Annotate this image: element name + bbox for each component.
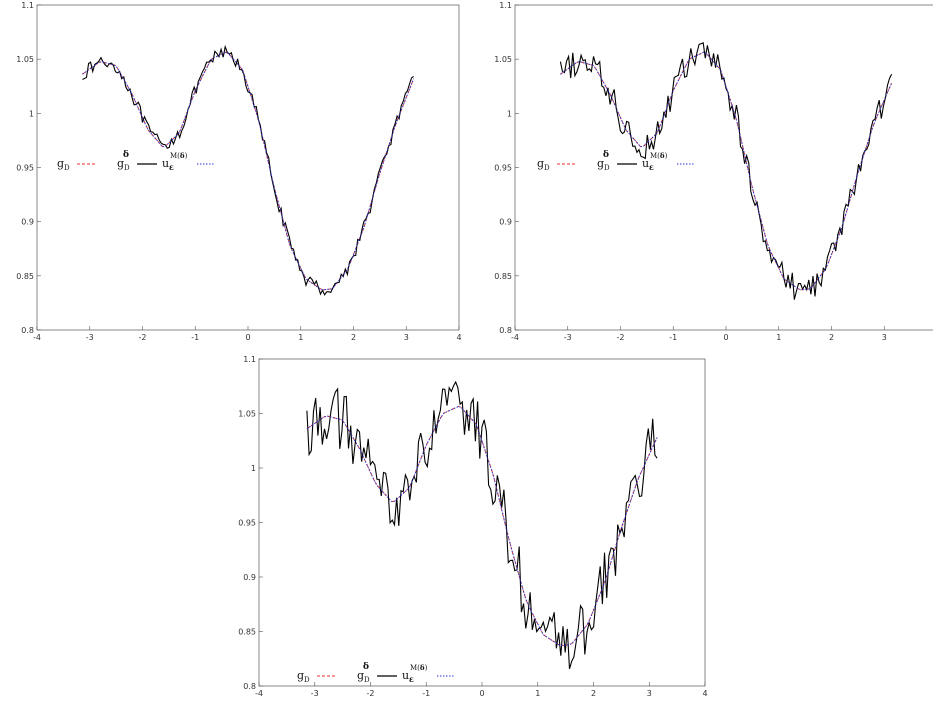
legend-u-sup: M(δ) xyxy=(410,663,428,672)
legend-gd-sup: δ xyxy=(363,662,369,672)
x-tick-label: -1 xyxy=(191,333,199,342)
legend-gd-sup: δ xyxy=(123,150,129,160)
chart-panel-top-right: -4-3-2-1012340.80.850.90.9511.051.1gDgDδ… xyxy=(494,1,933,342)
legend-gd-base: g xyxy=(597,157,604,170)
y-tick-label: 0.9 xyxy=(21,218,34,227)
legend-g-base: g xyxy=(57,157,64,170)
x-tick-label: 4 xyxy=(702,689,707,698)
x-tick-label: -3 xyxy=(564,333,572,342)
series-line-g_D_delta xyxy=(559,41,893,300)
x-tick-label: -1 xyxy=(422,689,430,698)
x-tick-label: -2 xyxy=(617,333,625,342)
series-line-g_D xyxy=(82,51,415,291)
y-tick-label: 0.8 xyxy=(499,326,512,335)
y-tick-label: 1 xyxy=(507,109,512,118)
y-tick-label: 0.9 xyxy=(243,573,256,582)
y-tick-label: 0.9 xyxy=(499,218,512,227)
series-line-u_eps xyxy=(560,51,893,291)
y-tick-label: 0.85 xyxy=(238,628,256,637)
y-tick-label: 0.95 xyxy=(238,519,256,528)
x-tick-label: 1 xyxy=(776,333,781,342)
y-tick-label: 0.95 xyxy=(494,164,512,173)
x-tick-label: 4 xyxy=(456,333,461,342)
plot-frame xyxy=(258,358,706,687)
y-tick-label: 0.85 xyxy=(494,272,512,281)
legend-u-sup: M(δ) xyxy=(650,151,668,160)
x-tick-label: -4 xyxy=(255,689,263,698)
plot-frame xyxy=(36,4,460,331)
x-tick-label: 2 xyxy=(591,689,596,698)
legend-u-base: u xyxy=(402,669,409,682)
legend-gd-base: g xyxy=(357,669,364,682)
x-tick-label: 1 xyxy=(535,689,540,698)
series-line-u_eps xyxy=(306,405,658,647)
legend-g-sub: D xyxy=(64,164,70,172)
legend-u-sub: ε xyxy=(649,162,654,172)
y-tick-label: 1 xyxy=(29,109,34,118)
legend-g-base: g xyxy=(537,157,544,170)
x-tick-label: -2 xyxy=(367,689,375,698)
x-tick-label: 2 xyxy=(829,333,834,342)
legend-u-base: u xyxy=(642,157,649,170)
y-tick-label: 1.1 xyxy=(243,355,256,364)
legend-gd-sub: D xyxy=(604,164,610,172)
legend-gd-sup: δ xyxy=(603,150,609,160)
x-tick-label: -4 xyxy=(33,333,41,342)
x-tick-label: 2 xyxy=(351,333,356,342)
y-tick-label: 0.8 xyxy=(243,682,256,691)
x-tick-label: 0 xyxy=(723,333,728,342)
legend-g-base: g xyxy=(297,669,304,682)
legend-gd-sub: D xyxy=(124,164,130,172)
legend-u-sub: ε xyxy=(409,674,414,684)
x-tick-label: -1 xyxy=(669,333,677,342)
x-tick-label: 0 xyxy=(245,333,250,342)
y-tick-label: 1.1 xyxy=(21,1,34,10)
series-line-g_D_delta xyxy=(306,380,658,670)
y-tick-label: 1 xyxy=(251,464,256,473)
legend-u-sub: ε xyxy=(169,162,174,172)
y-tick-label: 1.05 xyxy=(494,55,512,64)
x-tick-label: 3 xyxy=(647,689,652,698)
y-tick-label: 1.05 xyxy=(16,55,34,64)
x-tick-label: -2 xyxy=(139,333,147,342)
series-line-g_D_delta xyxy=(82,44,414,296)
legend-u-sup: M(δ) xyxy=(170,151,188,160)
x-tick-label: 0 xyxy=(479,689,484,698)
legend-u-base: u xyxy=(162,157,169,170)
legend-g-sub: D xyxy=(304,676,310,684)
y-tick-label: 1.1 xyxy=(499,1,512,10)
x-tick-label: 3 xyxy=(882,333,887,342)
series-line-u_eps xyxy=(82,51,415,291)
y-tick-label: 1.05 xyxy=(238,410,256,419)
x-tick-label: 3 xyxy=(404,333,409,342)
y-tick-label: 0.8 xyxy=(21,326,34,335)
y-tick-label: 0.95 xyxy=(16,164,34,173)
x-tick-label: 1 xyxy=(298,333,303,342)
legend-g-sub: D xyxy=(544,164,550,172)
x-tick-label: -3 xyxy=(311,689,319,698)
plot-frame xyxy=(514,4,933,331)
legend-gd-sub: D xyxy=(364,676,370,684)
x-tick-label: -4 xyxy=(511,333,519,342)
x-tick-label: -3 xyxy=(86,333,94,342)
legend-gd-base: g xyxy=(117,157,124,170)
y-tick-label: 0.85 xyxy=(16,272,34,281)
